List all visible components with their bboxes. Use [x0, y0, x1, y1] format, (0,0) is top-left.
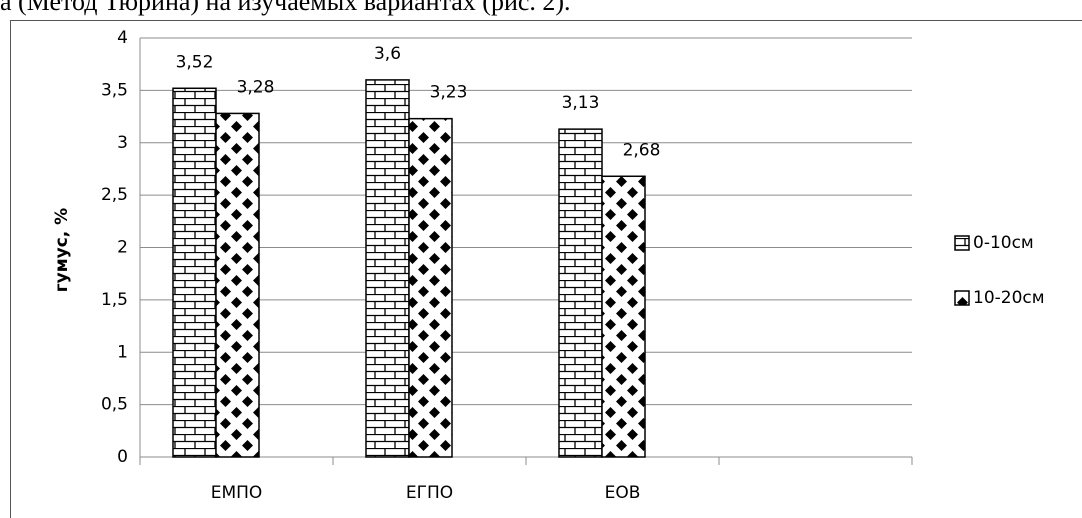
y-axis-label: гумус, % — [52, 208, 72, 292]
data-label: 3,52 — [176, 52, 214, 72]
data-label: 2,68 — [623, 140, 661, 160]
legend-swatch — [954, 235, 970, 251]
bar — [215, 112, 260, 458]
bar — [558, 128, 603, 458]
data-label: 3,28 — [237, 77, 275, 97]
y-tick-label: 0 — [117, 447, 128, 467]
y-tick-label: 0,5 — [101, 395, 128, 415]
data-label: 3,23 — [430, 83, 468, 103]
x-tick-label: ЕГПО — [406, 483, 453, 503]
bar — [408, 117, 453, 458]
x-tick-label: ЕМПО — [211, 483, 263, 503]
chart-frame — [10, 20, 1082, 518]
y-tick-label: 1,5 — [101, 290, 128, 310]
y-tick-label: 3 — [117, 133, 128, 153]
bar — [172, 87, 217, 458]
context-text: а (Метод Тюрина) на изучаемых вариантах … — [0, 0, 571, 16]
data-label: 3,6 — [374, 44, 401, 64]
y-tick-label: 4 — [117, 28, 128, 48]
y-tick-label: 2,5 — [101, 185, 128, 205]
y-tick-label: 3,5 — [101, 80, 128, 100]
legend-swatch — [954, 290, 970, 306]
legend-label: 0-10см — [973, 233, 1034, 253]
x-tick-label: ЕОВ — [605, 483, 641, 503]
bar — [601, 175, 646, 458]
legend-label: 10-20см — [973, 288, 1045, 308]
bar — [365, 79, 410, 458]
y-tick-label: 1 — [117, 342, 128, 362]
data-label: 3,13 — [562, 93, 600, 113]
y-tick-label: 2 — [117, 238, 128, 258]
